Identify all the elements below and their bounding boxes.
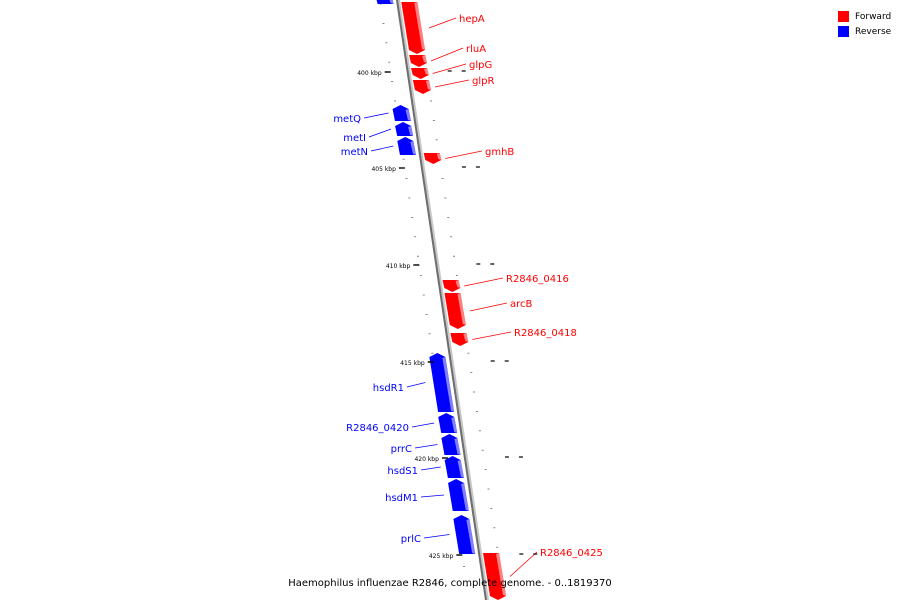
gene-label-glpg: glpG [469, 60, 492, 71]
gene-label-r2846_0425: R2846_0425 [540, 548, 603, 559]
gene-label-r2846_0418: R2846_0418 [514, 328, 577, 339]
gene-leader-line [445, 150, 483, 159]
gene-feature-metn[interactable] [397, 137, 416, 155]
gene-feature-hsds1[interactable] [444, 456, 464, 478]
gene-label-prrc: prrC [391, 444, 412, 455]
gene-leader-line [428, 17, 457, 29]
gene-label-hsdm1: hsdM1 [385, 493, 418, 504]
gene-leader-line [368, 128, 392, 138]
scale-labels: 400 kbp 405 kbp 410 kbp 415 kbp 420 kbp 425 k… [357, 70, 538, 560]
legend: Forward Reverse [838, 9, 891, 39]
gene-feature-metq[interactable] [392, 105, 411, 121]
scale-label: 425 kbp [429, 553, 454, 560]
scale-label: 400 kbp [357, 70, 382, 77]
legend-reverse-label: Reverse [855, 26, 892, 37]
gene-leader-line [472, 331, 512, 340]
gene-label-metn: metN [341, 147, 368, 158]
map-caption: Haemophilus influenzae R2846, complete g… [288, 578, 612, 589]
gene-feature-hsdr1[interactable] [429, 353, 455, 412]
gene-label-rlua: rluA [466, 44, 486, 55]
gene-label-glpr: glpR [472, 76, 494, 87]
gene-leader-line [469, 302, 508, 312]
gene-feature-glpg[interactable] [411, 68, 429, 79]
legend-forward-label: Forward [855, 11, 892, 22]
gene-leader-line [420, 494, 445, 498]
gene-leader-line [430, 47, 464, 62]
gene-feature-r2846_0420[interactable] [438, 413, 458, 433]
gene-leader-line [370, 145, 394, 152]
gene-feature-hsdm1[interactable] [448, 479, 469, 511]
gene-feature-r2846_0418[interactable] [450, 333, 469, 346]
gene-label-hsds1: hsdS1 [387, 466, 418, 477]
gene-label-hsdr1: hsdR1 [373, 383, 404, 394]
gene-leader-line [411, 422, 435, 428]
gene-feature-rlua[interactable] [409, 55, 427, 67]
gene-leader-line [406, 382, 426, 388]
gene-feature-r2846_0416[interactable] [442, 280, 461, 292]
reverse-swatch [838, 26, 849, 37]
gene-leader-line [432, 63, 467, 74]
gene-feature-prlc[interactable] [453, 515, 476, 554]
gene-features [376, 0, 506, 600]
gene-feature-prrc[interactable] [441, 434, 461, 455]
gene-leader-line [464, 277, 504, 287]
gene-leader-line [363, 112, 389, 119]
gene-label-prlc: prlC [401, 534, 421, 545]
scale-label: 420 kbp [414, 456, 439, 463]
legend-forward: Forward [838, 9, 891, 24]
gene-leader-line [509, 551, 538, 577]
forward-swatch [838, 11, 849, 22]
gene-label-hepa: hepA [459, 14, 485, 25]
gene-feature-r2846_0425[interactable] [483, 553, 506, 600]
gene-label-r2846_0416: R2846_0416 [506, 274, 569, 285]
gene-label-gmhb: gmhB [485, 147, 514, 158]
scale-label: 415 kbp [400, 360, 425, 367]
gene-feature-glpr[interactable] [412, 80, 431, 94]
gene-labels: hepA rluA glpG glpR metQ metI metN gmhB R2846_04… [333, 14, 603, 577]
gene-feature-meti[interactable] [395, 122, 414, 136]
gene-label-meti: metI [343, 133, 366, 144]
gene-feature-hepa[interactable] [401, 2, 426, 54]
gene-leader-line [414, 444, 438, 449]
gene-label-metq: metQ [333, 114, 361, 125]
gene-feature-unnamed[interactable] [376, 0, 394, 4]
gene-label-r2846_0420: R2846_0420 [346, 423, 409, 434]
gene-leader-line [420, 466, 441, 471]
scale-label: 405 kbp [371, 166, 396, 173]
gene-feature-arcb[interactable] [444, 293, 466, 329]
legend-reverse: Reverse [838, 24, 891, 39]
gene-label-arcb: arcB [510, 299, 533, 310]
gene-leader-line [434, 79, 470, 88]
scale-label: 410 kbp [386, 263, 411, 270]
gene-feature-gmhb[interactable] [423, 153, 442, 164]
genome-backbone [396, 0, 487, 600]
gene-leader-line [423, 534, 450, 539]
